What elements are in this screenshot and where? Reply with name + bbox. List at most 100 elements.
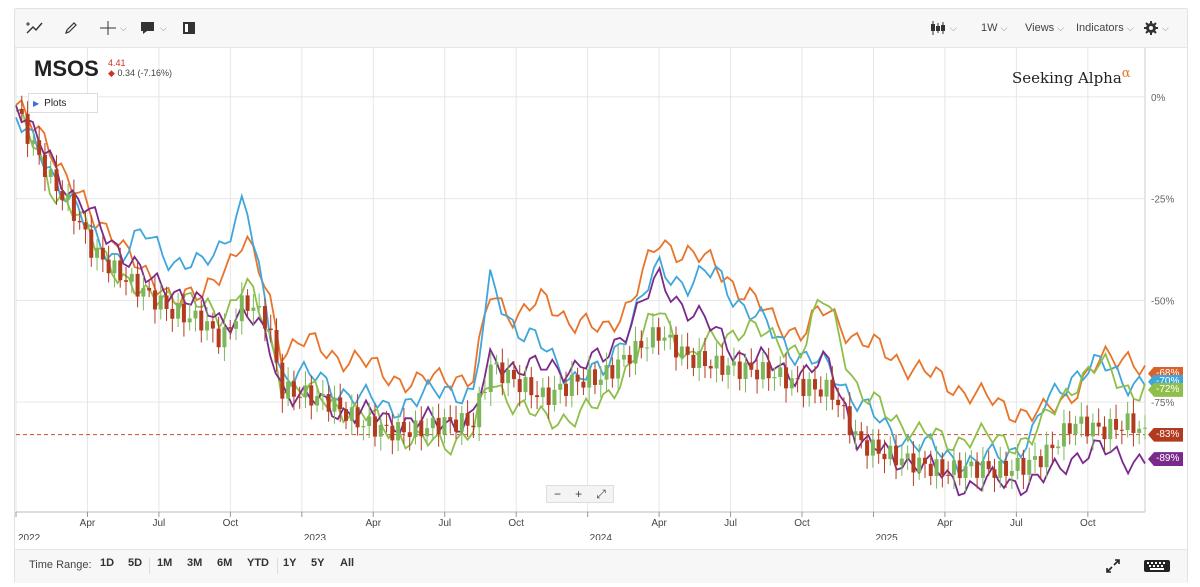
candle-body [257,306,262,308]
candle-body [274,330,279,363]
series-line-green [15,108,1146,457]
candle-body [448,417,453,420]
candle-body [720,355,725,375]
candle-body [378,424,383,437]
zoom-in-button[interactable]: + [575,487,583,501]
trend-line-icon [26,22,43,34]
candle-body [755,369,760,380]
range-1y-button[interactable]: 1Y [283,557,297,569]
brand-name: Seeking Alpha [1012,69,1122,87]
candle-body [407,432,412,437]
y-axis: 0% -25% -50% -75% [1151,93,1174,409]
candle-body [187,318,192,323]
candle-body [934,459,939,476]
candle-body [320,394,325,397]
candle-body [355,407,360,428]
annotation-tool-button[interactable]: ⌵ [139,17,167,39]
candle-body [587,369,592,388]
views-menu[interactable]: Views ⌵ [1025,17,1064,39]
candle-body [911,453,916,473]
candle-body [239,295,244,322]
range-5y-button[interactable]: 5Y [311,557,325,569]
candle-body [1114,418,1119,430]
indicators-menu[interactable]: Indicators ⌵ [1076,17,1134,39]
price-chart[interactable]: 0% -25% -50% -75% 2022 Apr Jul Oct 2023 Apr Jul Oc… [0,0,1200,540]
candle-body [564,383,569,396]
time-range-bar: Time Range: 1D 5D 1M 3M 6M YTD 1Y 5Y All [15,549,1187,583]
candle-body [372,416,377,437]
candle-body [60,191,65,200]
candle-body [535,395,540,398]
plots-toggle[interactable]: ▶ Plots [28,93,98,113]
range-ytd-button[interactable]: YTD [247,557,269,569]
x-tick-label: Oct [1080,518,1096,529]
candle-body [1108,418,1113,440]
expand-button[interactable]: ⤢ [596,486,606,501]
crosshair-tool-button[interactable]: ⌵ [99,17,127,39]
candle-body [19,109,24,114]
candle-body [951,460,956,475]
panel-toggle-button[interactable] [181,17,197,39]
candle-body [928,463,933,476]
candle-body [176,303,181,319]
keyboard-icon[interactable] [1143,559,1171,573]
candle-body [650,327,655,348]
range-6m-button[interactable]: 6M [217,557,233,569]
zoom-out-button[interactable]: − [554,487,562,501]
candle-body [940,459,945,475]
candle-body [708,366,713,369]
zoom-controls: − + ⤢ [546,485,614,503]
candle-body [193,310,198,319]
y-tick-label: 0% [1151,93,1166,104]
candle-body [309,385,314,406]
range-all-button[interactable]: All [340,557,355,569]
candle-body [1119,429,1124,431]
candle-body [251,307,256,311]
candle-body [367,416,372,427]
candle-body [610,365,615,379]
candle-body [969,461,974,467]
candle-body [361,426,366,428]
candle-body [662,337,667,341]
candle-body [77,220,82,223]
chevron-down-icon: ⌵ [1000,22,1008,33]
candle-body [199,310,204,331]
draw-tool-button[interactable] [63,17,79,39]
candle-body [575,374,580,382]
candle-body [222,327,227,348]
candle-body [268,328,273,331]
toolbar: ⌵ ⌵ ⌵ 1W ⌵ Views ⌵ Indicators [15,9,1187,48]
candle-body [170,308,175,319]
x-tick-label: Jul [153,518,166,529]
candle-body [1050,444,1055,449]
candle-body [1131,413,1136,433]
x-tick-label: 2023 [304,533,327,540]
range-3m-button[interactable]: 3M [187,557,203,569]
candle-body [291,381,296,397]
price-change: ◆ 0.34 (-7.16%) [108,68,172,79]
trend-line-tool-button[interactable] [25,17,45,39]
interval-select[interactable]: 1W ⌵ [981,17,1007,39]
candle-body [425,428,430,437]
settings-button[interactable]: ⌵ [1143,17,1169,39]
range-1d-button[interactable]: 1D [100,557,115,569]
candle-body [702,351,707,367]
candle-body [639,340,644,348]
range-1m-button[interactable]: 1M [157,557,173,569]
candle-body [344,409,349,421]
candle-body [894,445,899,466]
range-5d-button[interactable]: 5D [128,557,143,569]
candle-body [216,328,221,348]
candle-body [280,362,285,399]
candle-body [349,407,354,421]
candle-body [1027,459,1032,475]
chart-type-button[interactable]: ⌵ [929,17,957,39]
candle-body [1137,428,1142,433]
fullscreen-icon[interactable] [1105,558,1121,574]
candle-body [1143,427,1147,429]
candle-body [992,469,997,478]
candle-body [546,387,551,405]
candle-body [905,453,910,459]
candle-body [697,351,702,368]
